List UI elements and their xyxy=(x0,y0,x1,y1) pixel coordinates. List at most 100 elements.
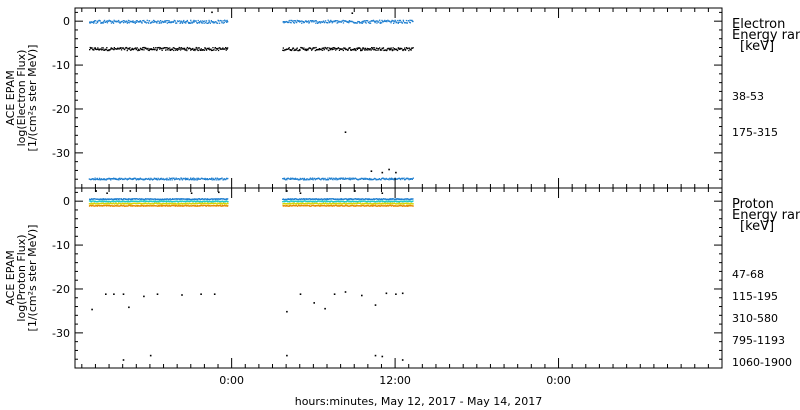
data-point xyxy=(358,21,360,23)
data-point xyxy=(201,198,204,200)
data-point xyxy=(297,20,299,22)
data-point xyxy=(324,198,326,200)
data-point xyxy=(401,47,403,50)
data-point xyxy=(407,20,410,22)
data-point xyxy=(113,177,115,179)
data-point xyxy=(349,179,352,181)
data-point xyxy=(219,200,221,203)
data-point xyxy=(350,177,352,179)
data-point xyxy=(412,47,414,49)
data-point xyxy=(401,359,404,361)
data-point xyxy=(181,178,183,180)
data-point xyxy=(163,205,166,207)
data-point xyxy=(361,178,364,180)
data-point xyxy=(368,205,370,207)
data-point xyxy=(97,202,99,205)
data-point xyxy=(374,204,377,206)
data-point xyxy=(310,205,312,207)
data-point xyxy=(351,12,354,14)
legend-entry: 47-68 xyxy=(732,268,764,281)
data-point xyxy=(226,198,228,200)
data-point xyxy=(384,178,386,181)
data-point xyxy=(290,22,292,24)
data-point xyxy=(404,49,407,51)
data-point xyxy=(313,177,315,180)
data-point xyxy=(93,178,96,180)
data-point xyxy=(151,200,153,202)
data-point xyxy=(376,203,378,205)
data-point xyxy=(386,198,388,200)
x-tick-label: 0:00 xyxy=(546,374,571,387)
data-point xyxy=(323,49,325,51)
data-point xyxy=(159,204,161,206)
data-point xyxy=(155,205,157,207)
data-point xyxy=(303,179,305,181)
data-point xyxy=(360,203,362,205)
data-point xyxy=(379,198,381,200)
data-point xyxy=(189,47,191,50)
data-point xyxy=(303,198,305,200)
data-point xyxy=(327,179,329,181)
data-point xyxy=(220,205,223,207)
data-point xyxy=(335,49,337,51)
data-point xyxy=(367,201,369,203)
data-point xyxy=(226,200,228,203)
data-point xyxy=(328,20,330,22)
data-point xyxy=(381,19,383,22)
data-point xyxy=(312,179,314,181)
data-point xyxy=(331,22,333,24)
data-point xyxy=(389,178,391,180)
data-point xyxy=(223,48,225,50)
data-point xyxy=(94,48,97,50)
y-tick-label: -10 xyxy=(52,239,70,252)
data-point xyxy=(296,198,298,200)
data-point xyxy=(128,200,130,203)
data-point xyxy=(178,200,180,202)
data-point xyxy=(200,204,203,207)
data-point xyxy=(396,49,399,52)
data-point xyxy=(186,198,189,201)
data-point xyxy=(364,178,367,180)
data-point xyxy=(202,178,204,180)
data-point xyxy=(307,200,309,202)
data-point xyxy=(101,200,103,202)
data-point xyxy=(151,205,154,207)
data-point xyxy=(139,200,141,202)
data-point xyxy=(365,20,368,22)
data-point xyxy=(170,198,172,201)
data-point xyxy=(144,21,146,23)
data-point xyxy=(330,200,332,202)
data-point xyxy=(392,20,395,22)
data-point xyxy=(168,177,171,179)
data-point xyxy=(129,190,132,192)
data-point xyxy=(218,203,220,205)
data-point xyxy=(338,49,341,51)
data-point xyxy=(178,178,180,180)
data-point xyxy=(313,302,315,304)
data-point xyxy=(357,21,359,23)
data-point xyxy=(409,22,411,24)
data-point xyxy=(145,47,147,49)
data-point xyxy=(291,48,294,50)
data-point xyxy=(166,177,168,179)
data-point xyxy=(384,198,386,200)
data-point xyxy=(92,204,94,207)
data-point xyxy=(362,202,364,204)
data-point xyxy=(302,177,304,180)
data-point xyxy=(325,205,327,207)
data-point xyxy=(115,21,117,23)
data-point xyxy=(156,205,158,207)
data-point xyxy=(395,171,397,174)
data-point xyxy=(187,203,189,205)
data-point xyxy=(108,198,110,200)
data-point xyxy=(125,205,128,207)
data-point xyxy=(170,178,172,180)
data-point xyxy=(321,177,323,180)
data-point xyxy=(134,177,136,179)
data-point xyxy=(307,49,309,51)
data-point xyxy=(362,200,364,202)
data-point xyxy=(381,171,384,174)
data-point xyxy=(401,205,404,207)
data-point xyxy=(325,198,327,200)
data-point xyxy=(172,177,174,180)
